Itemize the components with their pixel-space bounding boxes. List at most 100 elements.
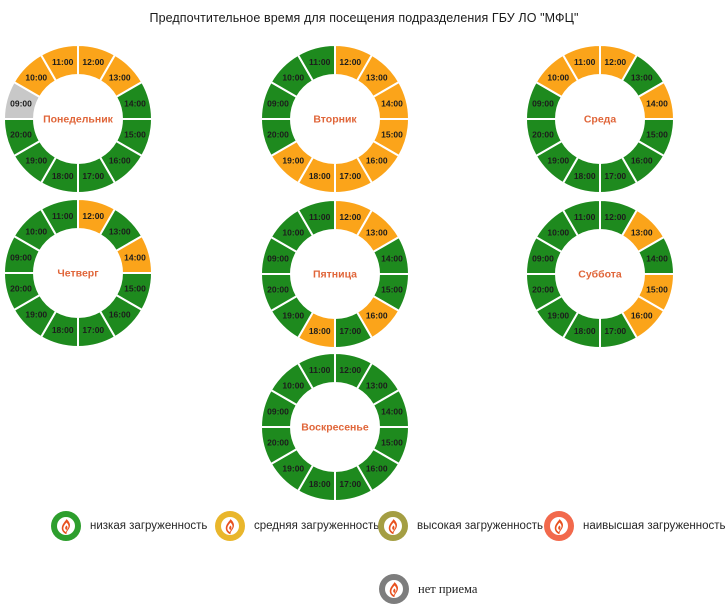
hour-label-sunday-11:00: 11:00 [309, 365, 331, 375]
hour-label-sunday-19:00: 19:00 [282, 464, 304, 474]
legend-label-medium: средняя загруженность [254, 520, 380, 532]
hour-label-wednesday-18:00: 18:00 [574, 171, 596, 181]
donut-wednesday: 09:00 10:00 11:00 12:00 13:00 14:00 15:00 16:00… [525, 44, 675, 194]
legend-label-low: низкая загруженность [90, 520, 208, 532]
day-label-sunday: Воскресенье [301, 422, 369, 434]
hour-label-tuesday-11:00: 11:00 [309, 57, 331, 67]
hour-label-monday-16:00: 16:00 [109, 156, 131, 166]
hour-label-friday-15:00: 15:00 [381, 284, 403, 294]
hour-label-saturday-16:00: 16:00 [631, 311, 653, 321]
hour-label-friday-12:00: 12:00 [339, 212, 361, 222]
hour-label-saturday-17:00: 17:00 [604, 326, 626, 336]
hour-label-thursday-12:00: 12:00 [82, 211, 104, 221]
hour-label-saturday-20:00: 20:00 [532, 284, 554, 294]
hour-label-wednesday-13:00: 13:00 [631, 72, 653, 82]
hour-label-saturday-09:00: 09:00 [532, 254, 554, 264]
hour-label-friday-18:00: 18:00 [309, 326, 331, 336]
legend-item-none: нет приема [379, 574, 477, 604]
hour-label-tuesday-16:00: 16:00 [366, 156, 388, 166]
hour-label-thursday-14:00: 14:00 [124, 253, 146, 263]
hour-label-friday-11:00: 11:00 [309, 212, 331, 222]
hour-label-wednesday-14:00: 14:00 [646, 99, 668, 109]
slice-wednesday-20:00 [525, 118, 564, 158]
load-none-icon [379, 574, 409, 604]
donut-friday: 09:00 10:00 11:00 12:00 13:00 14:00 15:00 16:00… [260, 199, 410, 349]
hour-label-wednesday-10:00: 10:00 [547, 72, 569, 82]
load-highest-icon [544, 511, 574, 541]
donut-tuesday: 09:00 10:00 11:00 12:00 13:00 14:00 15:00 16:00… [260, 44, 410, 194]
hour-label-wednesday-11:00: 11:00 [574, 57, 596, 67]
hour-label-friday-14:00: 14:00 [381, 254, 403, 264]
hour-label-friday-13:00: 13:00 [366, 227, 388, 237]
hour-label-sunday-15:00: 15:00 [381, 437, 403, 447]
hour-label-monday-20:00: 20:00 [10, 129, 32, 139]
hour-label-monday-19:00: 19:00 [25, 156, 47, 166]
hour-label-tuesday-19:00: 19:00 [282, 156, 304, 166]
hour-label-saturday-19:00: 19:00 [547, 311, 569, 321]
day-label-friday: Пятница [313, 269, 357, 281]
hour-label-monday-13:00: 13:00 [109, 72, 131, 82]
donut-thursday: 09:00 10:00 11:00 12:00 13:00 14:00 15:00 16:00… [3, 198, 153, 348]
hour-label-sunday-12:00: 12:00 [339, 365, 361, 375]
slice-tuesday-20:00 [260, 118, 299, 158]
hour-label-tuesday-10:00: 10:00 [282, 72, 304, 82]
donut-saturday: 09:00 10:00 11:00 12:00 13:00 14:00 15:00 16:00… [525, 199, 675, 349]
hour-label-wednesday-12:00: 12:00 [604, 57, 626, 67]
hour-label-saturday-18:00: 18:00 [574, 326, 596, 336]
hour-label-friday-17:00: 17:00 [339, 326, 361, 336]
hour-label-thursday-16:00: 16:00 [109, 310, 131, 320]
hour-label-saturday-14:00: 14:00 [646, 254, 668, 264]
hour-label-friday-16:00: 16:00 [366, 311, 388, 321]
hour-label-tuesday-18:00: 18:00 [309, 171, 331, 181]
hour-label-sunday-13:00: 13:00 [366, 380, 388, 390]
hour-label-thursday-10:00: 10:00 [25, 226, 47, 236]
day-label-saturday: Суббота [578, 269, 622, 281]
day-label-tuesday: Вторник [313, 114, 357, 126]
hour-label-wednesday-15:00: 15:00 [646, 129, 668, 139]
hour-label-thursday-19:00: 19:00 [25, 310, 47, 320]
hour-label-tuesday-12:00: 12:00 [339, 57, 361, 67]
hour-label-wednesday-09:00: 09:00 [532, 99, 554, 109]
hour-label-monday-11:00: 11:00 [52, 57, 74, 67]
hour-label-saturday-15:00: 15:00 [646, 284, 668, 294]
hour-label-monday-10:00: 10:00 [25, 72, 47, 82]
day-label-wednesday: Среда [584, 114, 617, 126]
hour-label-wednesday-19:00: 19:00 [547, 156, 569, 166]
hour-label-thursday-09:00: 09:00 [10, 253, 32, 263]
hour-label-tuesday-20:00: 20:00 [267, 129, 289, 139]
hour-label-saturday-10:00: 10:00 [547, 227, 569, 237]
chart-title: Предпочтительное время для посещения под… [149, 11, 579, 25]
hour-label-sunday-17:00: 17:00 [339, 479, 361, 489]
hour-label-monday-17:00: 17:00 [82, 171, 104, 181]
donut-monday: 09:00 10:00 11:00 12:00 13:00 14:00 15:00 16:00… [3, 44, 153, 194]
hour-label-monday-15:00: 15:00 [124, 129, 146, 139]
slice-monday-20:00 [3, 118, 42, 158]
hour-label-monday-12:00: 12:00 [82, 57, 104, 67]
slice-sunday-20:00 [260, 426, 299, 466]
slice-friday-20:00 [260, 273, 299, 313]
legend-item-low: низкая загруженность [51, 511, 207, 541]
hour-label-monday-14:00: 14:00 [124, 99, 146, 109]
hour-label-sunday-20:00: 20:00 [267, 437, 289, 447]
hour-label-friday-19:00: 19:00 [282, 311, 304, 321]
day-label-monday: Понедельник [43, 114, 114, 126]
hour-label-saturday-13:00: 13:00 [631, 227, 653, 237]
hour-label-friday-20:00: 20:00 [267, 284, 289, 294]
hour-label-thursday-17:00: 17:00 [82, 325, 104, 335]
hour-label-sunday-09:00: 09:00 [267, 407, 289, 417]
hour-label-thursday-20:00: 20:00 [10, 283, 32, 293]
hour-label-tuesday-15:00: 15:00 [381, 129, 403, 139]
hour-label-wednesday-17:00: 17:00 [604, 171, 626, 181]
load-high-icon [378, 511, 408, 541]
legend-label-highest: наивысшая загруженность [583, 520, 726, 532]
slice-thursday-20:00 [3, 272, 42, 312]
day-label-thursday: Четверг [57, 268, 99, 280]
hour-label-sunday-16:00: 16:00 [366, 464, 388, 474]
hour-label-saturday-12:00: 12:00 [604, 212, 626, 222]
hour-label-tuesday-14:00: 14:00 [381, 99, 403, 109]
hour-label-thursday-15:00: 15:00 [124, 283, 146, 293]
hour-label-saturday-11:00: 11:00 [574, 212, 596, 222]
hour-label-sunday-10:00: 10:00 [282, 380, 304, 390]
hour-label-tuesday-17:00: 17:00 [339, 171, 361, 181]
hour-label-thursday-18:00: 18:00 [52, 325, 74, 335]
